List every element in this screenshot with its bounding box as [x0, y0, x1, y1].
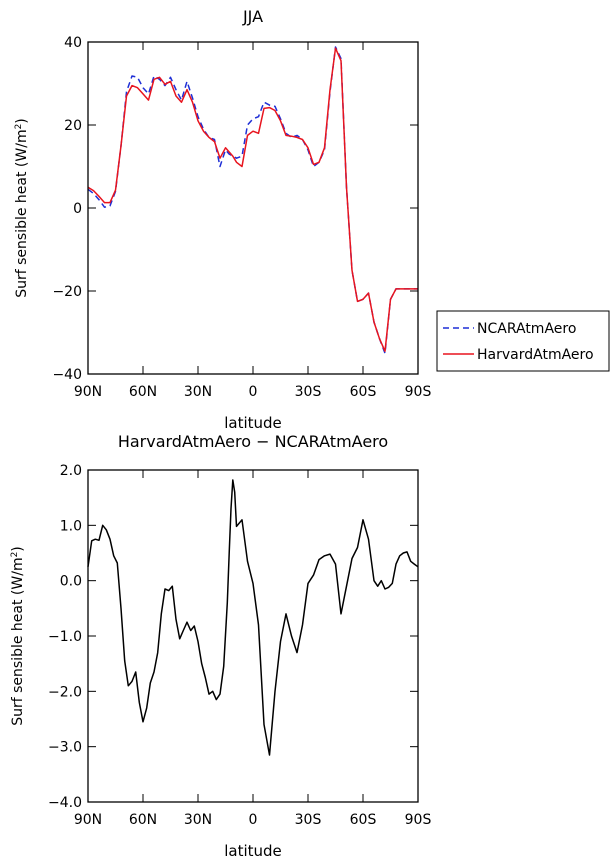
- legend-item-harvardatmaero: HarvardAtmAero: [443, 347, 594, 363]
- x-axis-label: latitude: [224, 414, 282, 432]
- y-tick-label: 2.0: [60, 463, 82, 479]
- legend-box: [436, 310, 610, 372]
- x-tick-label: 60N: [129, 384, 157, 400]
- series-line-ncaratmaero: [87, 46, 418, 355]
- y-tick-label: 0: [73, 201, 82, 217]
- axes: −4.0 −3.0 −2.0 −1.0 0.0 1.0 2.0 90N 60N 30N 0 30S 60…: [48, 463, 431, 828]
- legend-label-harvardatmaero: HarvardAtmAero: [477, 347, 594, 363]
- x-tick-label: 90N: [74, 384, 102, 400]
- x-tick-label: 60N: [129, 812, 157, 828]
- chart-title: HarvardAtmAero − NCARAtmAero: [118, 432, 388, 451]
- plot-frame: [87, 469, 419, 803]
- legend-label-ncaratmaero: NCARAtmAero: [477, 321, 576, 337]
- y-axis-label: Surf sensible heat (W/m2): [10, 546, 26, 726]
- panel-bottom-difference: HarvardAtmAero − NCARAtmAero −4.0 −3.0 −2.…: [10, 432, 431, 860]
- y-tick-label: −40: [52, 367, 82, 383]
- x-tick-label: 60S: [350, 384, 377, 400]
- x-tick-label: 30N: [184, 812, 212, 828]
- y-tick-label: 1.0: [60, 518, 82, 534]
- axes: −40 −20 0 20 40 90N 60N 30N 0 30S 60S 90S: [52, 35, 431, 400]
- plot-frame: [87, 41, 419, 375]
- y-tick-label: −4.0: [48, 795, 82, 811]
- x-axis-label: latitude: [224, 842, 282, 860]
- x-tick-label: 90S: [405, 812, 432, 828]
- y-tick-label: 40: [64, 35, 82, 51]
- series-line-harvardatmaero: [87, 47, 418, 352]
- y-tick-label: 0.0: [60, 574, 82, 590]
- y-tick-label: −3.0: [48, 740, 82, 756]
- x-tick-label: 90S: [405, 384, 432, 400]
- y-tick-label: 20: [64, 118, 82, 134]
- x-tick-label: 30S: [295, 384, 322, 400]
- x-tick-label: 90N: [74, 812, 102, 828]
- series-line-difference: [87, 479, 419, 756]
- y-axis-label: Surf sensible heat (W/m2): [14, 118, 30, 298]
- x-tick-label: 30S: [295, 812, 322, 828]
- y-tick-label: −2.0: [48, 684, 82, 700]
- panel-top-jja: JJA −40 −20 0 20 40 90N 60N 30N 0 30S 60S 90S latit…: [14, 7, 610, 432]
- x-tick-label: 0: [249, 384, 258, 400]
- legend-item-ncaratmaero: NCARAtmAero: [443, 321, 576, 337]
- plot-lines: [87, 46, 418, 355]
- chart-title: JJA: [242, 7, 263, 26]
- x-tick-label: 0: [249, 812, 258, 828]
- x-tick-label: 30N: [184, 384, 212, 400]
- legend: NCARAtmAero HarvardAtmAero: [436, 310, 610, 372]
- x-tick-label: 60S: [350, 812, 377, 828]
- plot-lines: [87, 479, 419, 756]
- y-tick-label: −1.0: [48, 629, 82, 645]
- y-tick-label: −20: [52, 284, 82, 300]
